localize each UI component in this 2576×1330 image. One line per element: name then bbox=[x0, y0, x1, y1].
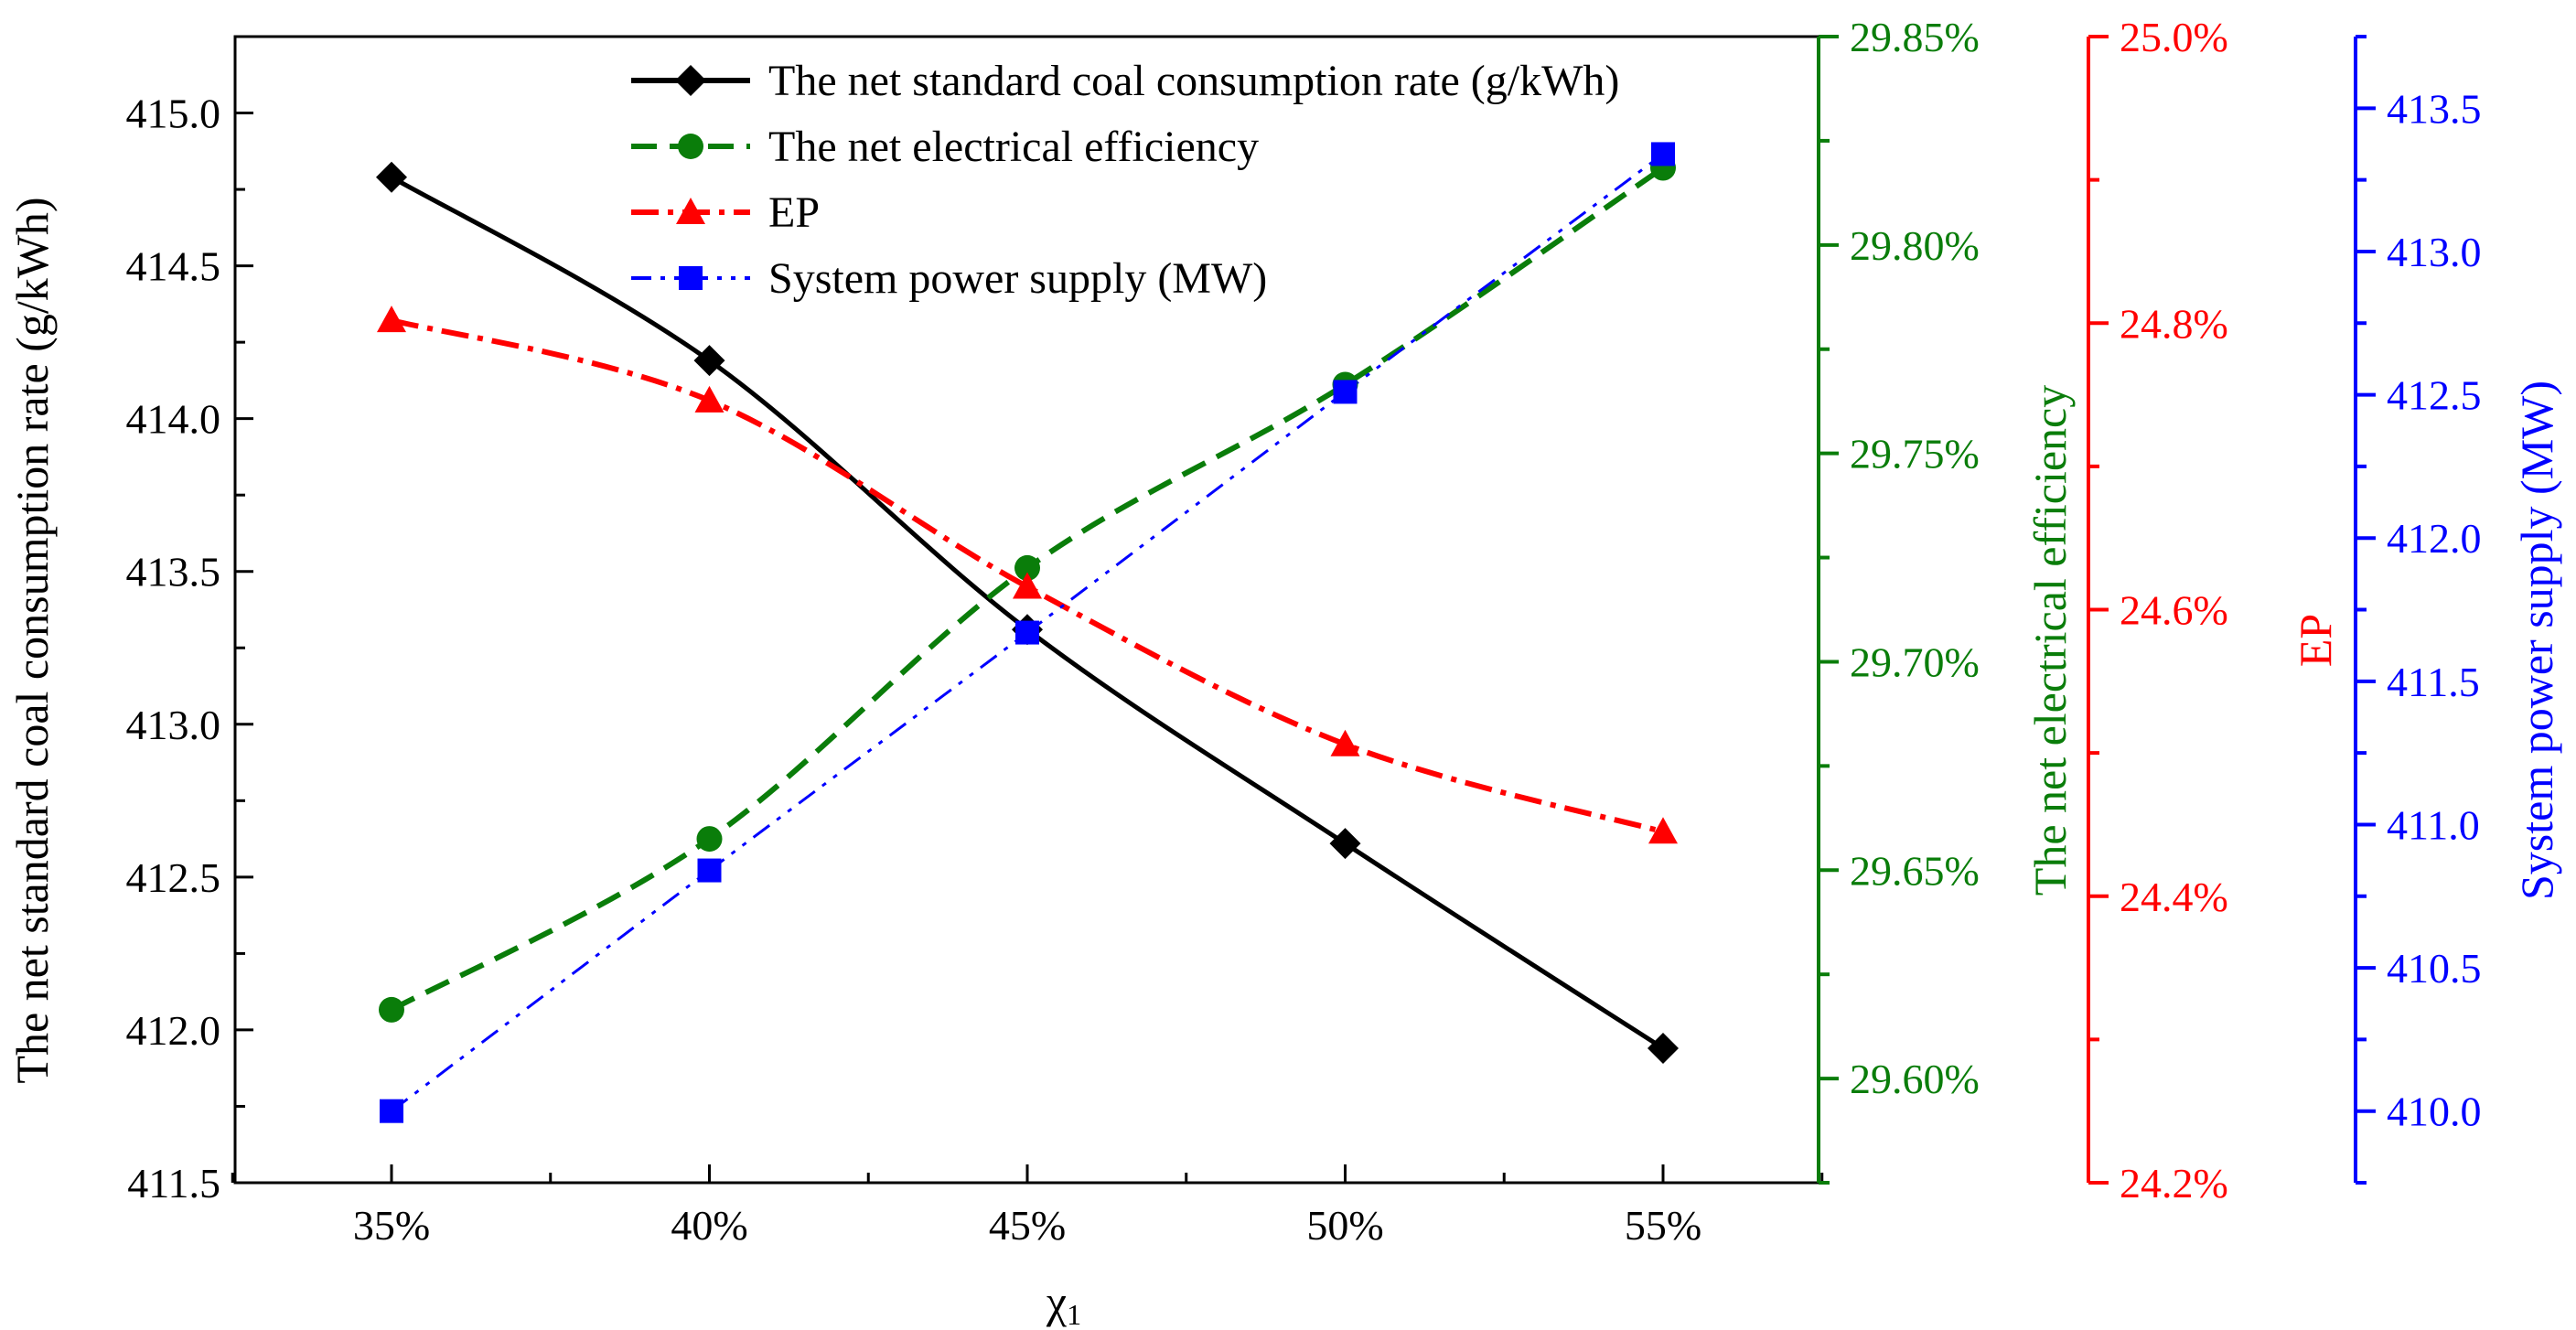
efficiency-tick-label: 29.60% bbox=[1850, 1056, 1980, 1102]
power-supply-point bbox=[380, 1099, 403, 1123]
series-layer bbox=[376, 142, 1679, 1123]
left-tick-label: 412.5 bbox=[126, 854, 221, 901]
power-supply-axis: 410.0 410.5 411.0 411.5 412.0 412.5 413.0 413.5 bbox=[2354, 35, 2482, 1185]
power-supply-tick-label: 410.5 bbox=[2387, 945, 2482, 992]
power-supply-point bbox=[1333, 380, 1358, 404]
efficiency-point bbox=[696, 826, 723, 853]
ep-tick-label: 24.4% bbox=[2120, 874, 2228, 920]
x-tick-label: 45% bbox=[989, 1202, 1066, 1249]
ep-point bbox=[377, 306, 406, 333]
left-tick-label: 411.5 bbox=[127, 1160, 220, 1207]
legend-marker-coal-rate bbox=[675, 65, 706, 96]
efficiency-tick-label: 29.85% bbox=[1850, 14, 1980, 60]
ep-point bbox=[1330, 729, 1360, 756]
coal-rate-point bbox=[693, 345, 725, 377]
ep-series-line bbox=[391, 317, 1664, 835]
x-tick-label: 40% bbox=[671, 1202, 747, 1249]
coal-rate-point bbox=[1648, 1032, 1679, 1064]
efficiency-axis-title: The net electrical efficiency bbox=[2024, 385, 2076, 896]
legend-marker-power-supply bbox=[679, 266, 703, 290]
power-supply-tick-label: 413.5 bbox=[2387, 85, 2482, 132]
plot-border bbox=[233, 35, 1820, 1185]
power-supply-tick-label: 412.0 bbox=[2387, 515, 2482, 562]
left-axis-title: The net standard coal consumption rate (… bbox=[6, 197, 58, 1083]
x-axis: 35% 40% 45% 50% 55% bbox=[231, 1164, 1824, 1249]
x-tick-label: 50% bbox=[1306, 1202, 1383, 1249]
efficiency-point bbox=[379, 996, 404, 1023]
legend-marker-ep bbox=[676, 198, 705, 224]
ep-axis-title: EP bbox=[2290, 614, 2341, 667]
left-tick-label: 414.5 bbox=[126, 243, 221, 290]
legend-marker-efficiency bbox=[678, 134, 703, 159]
power-supply-point bbox=[1015, 620, 1039, 645]
efficiency-tick-label: 29.70% bbox=[1850, 638, 1980, 685]
ep-point bbox=[1648, 817, 1678, 844]
x-tick-label: 55% bbox=[1625, 1202, 1701, 1249]
legend-label-power-supply: System power supply (MW) bbox=[768, 254, 1267, 303]
ep-tick-label: 24.2% bbox=[2120, 1160, 2228, 1207]
legend-label-ep: EP bbox=[768, 188, 820, 237]
ep-point bbox=[694, 385, 724, 413]
left-tick-label: 414.0 bbox=[126, 396, 221, 443]
ep-axis: 24.2% 24.4% 24.6% 24.8% 25.0% bbox=[2087, 14, 2228, 1207]
power-supply-tick-label: 412.5 bbox=[2387, 372, 2482, 419]
left-tick-label: 413.0 bbox=[126, 702, 221, 748]
efficiency-tick-label: 29.75% bbox=[1850, 431, 1980, 477]
left-tick-label: 415.0 bbox=[126, 91, 221, 137]
ep-tick-label: 24.6% bbox=[2120, 587, 2228, 634]
left-tick-label: 412.0 bbox=[126, 1007, 221, 1054]
x-axis-title-subscript: 1 bbox=[1067, 1298, 1081, 1330]
left-axis: 411.5 412.0 412.5 413.0 413.5 414.0 414.5 415.0 bbox=[126, 91, 253, 1207]
power-supply-tick-label: 411.5 bbox=[2387, 659, 2480, 705]
left-tick-label: 413.5 bbox=[126, 549, 221, 595]
coal-rate-point bbox=[376, 161, 407, 193]
plot-frame bbox=[233, 35, 1820, 1185]
efficiency-tick-label: 29.65% bbox=[1850, 847, 1980, 894]
power-supply-tick-label: 411.0 bbox=[2387, 801, 2480, 848]
legend-label-efficiency: The net electrical efficiency bbox=[768, 123, 1259, 171]
ep-point bbox=[1013, 572, 1042, 599]
coal-rate-point bbox=[1329, 828, 1361, 860]
legend: The net standard coal consumption rate (… bbox=[631, 57, 1619, 303]
efficiency-point bbox=[1014, 554, 1040, 581]
power-supply-tick-label: 410.0 bbox=[2387, 1089, 2482, 1135]
x-tick-label: 35% bbox=[353, 1202, 430, 1249]
power-supply-axis-title: System power supply (MW) bbox=[2511, 381, 2562, 900]
ep-tick-label: 25.0% bbox=[2120, 14, 2228, 60]
legend-label-coal-rate: The net standard coal consumption rate (… bbox=[768, 57, 1619, 105]
power-supply-point bbox=[697, 858, 722, 883]
efficiency-axis: 29.60% 29.65% 29.70% 29.75% 29.80% 29.85% bbox=[1817, 14, 1980, 1185]
efficiency-tick-label: 29.80% bbox=[1850, 222, 1980, 269]
power-supply-tick-label: 413.0 bbox=[2387, 229, 2482, 275]
ep-tick-label: 24.8% bbox=[2120, 300, 2228, 347]
x-axis-title: χ1 bbox=[1046, 1276, 1081, 1330]
power-supply-point bbox=[1651, 142, 1675, 166]
